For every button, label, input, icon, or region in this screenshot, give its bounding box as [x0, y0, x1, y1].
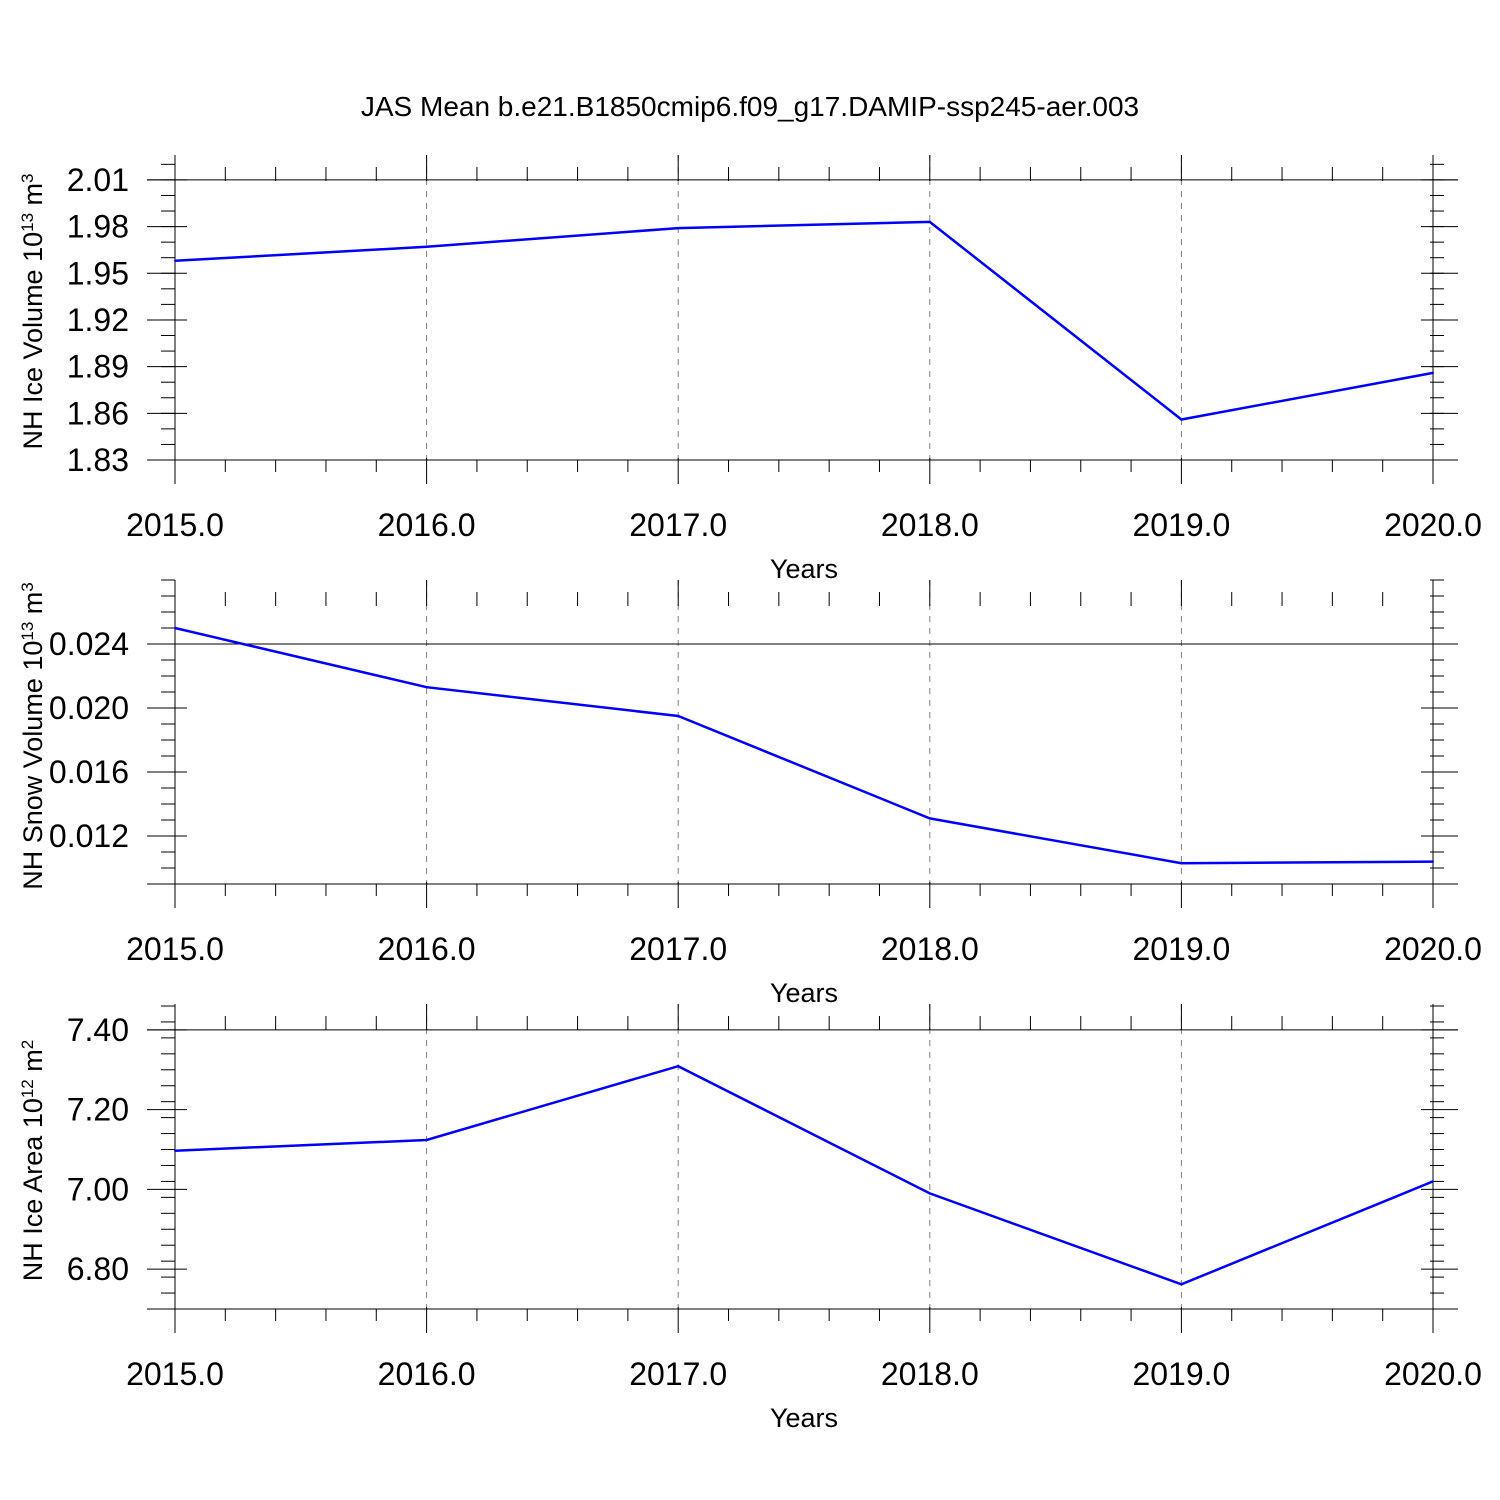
- data-point: [425, 686, 428, 689]
- y-axis-label-main: NH Ice Area 10: [18, 1098, 48, 1281]
- y-axis-label-unit-exponent: 2: [18, 1040, 37, 1049]
- y-axis-label-exponent: 13: [18, 213, 37, 232]
- y-axis-label-main: NH Ice Volume 10: [18, 232, 48, 450]
- x-tick-label: 2020.0: [1384, 1356, 1482, 1392]
- data-point: [174, 259, 176, 262]
- data-point: [677, 227, 680, 230]
- x-tick-label: 2017.0: [629, 507, 727, 543]
- data-point: [677, 715, 680, 717]
- y-axis-label: NH Ice Volume 1013 m3: [18, 174, 49, 450]
- x-tick-label: 2018.0: [881, 1356, 979, 1392]
- data-point: [1180, 418, 1183, 421]
- y-tick-label: 0.016: [49, 754, 129, 790]
- x-tick-label: 2016.0: [378, 507, 476, 543]
- y-axis-label-exponent: 13: [18, 622, 37, 641]
- data-point: [1432, 371, 1434, 374]
- y-tick-label: 0.012: [49, 818, 129, 854]
- x-tick-label: 2020.0: [1384, 931, 1482, 967]
- y-axis-label: NH Snow Volume 1013 m3: [18, 582, 49, 890]
- x-tick-label: 2017.0: [629, 931, 727, 967]
- x-tick-label: 2019.0: [1132, 931, 1230, 967]
- data-point: [1432, 1180, 1434, 1183]
- y-tick-label: 1.92: [67, 302, 129, 338]
- data-point: [928, 220, 931, 223]
- x-tick-label: 2015.0: [126, 931, 224, 967]
- data-point: [928, 817, 931, 820]
- y-tick-label: 0.020: [49, 690, 129, 726]
- x-tick-label: 2017.0: [629, 1356, 727, 1392]
- x-axis-label: Years: [770, 1403, 838, 1433]
- y-axis-label-unit: m: [18, 1049, 48, 1079]
- y-tick-label: 1.95: [67, 255, 129, 291]
- x-axis-label: Years: [770, 978, 838, 1008]
- y-tick-label: 7.20: [67, 1092, 129, 1128]
- y-axis-label-unit: m: [18, 183, 48, 213]
- y-tick-label: 7.40: [67, 1012, 129, 1048]
- x-axis-label: Years: [770, 554, 838, 584]
- data-point: [425, 1138, 428, 1141]
- panel-1: 1.83 1.86 1.89 1.92 1.95 1.98 2.01 2015.0 2016.0…: [18, 155, 1482, 584]
- series-line: [174, 220, 1434, 421]
- data-point: [677, 1065, 680, 1068]
- x-tick-label: 2015.0: [126, 1356, 224, 1392]
- figure-title: JAS Mean b.e21.B1850cmip6.f09_g17.DAMIP-…: [361, 91, 1139, 122]
- data-point: [1180, 1283, 1183, 1286]
- y-tick-label: 6.80: [67, 1251, 129, 1287]
- x-tick-label: 2018.0: [881, 507, 979, 543]
- x-tick-label: 2016.0: [378, 931, 476, 967]
- panels: 1.83 1.86 1.89 1.92 1.95 1.98 2.01 2015.0 2016.0…: [18, 155, 1482, 1433]
- series-line: [174, 1064, 1434, 1286]
- x-tick-label: 2020.0: [1384, 507, 1482, 543]
- data-point: [1180, 862, 1183, 865]
- x-tick-label: 2019.0: [1132, 507, 1230, 543]
- x-tick-label: 2015.0: [126, 507, 224, 543]
- y-tick-label: 1.86: [67, 395, 129, 431]
- panel-3: 6.80 7.00 7.20 7.40 2015.0 2016.0 2017.0 2018.0…: [18, 1004, 1482, 1433]
- series-line: [174, 626, 1434, 865]
- y-tick-label: 2.01: [67, 162, 129, 198]
- y-axis-label-exponent: 12: [18, 1079, 37, 1098]
- y-tick-label: 0.024: [49, 626, 129, 662]
- y-axis-label-main: NH Snow Volume 10: [18, 641, 48, 890]
- panel-2: 0.012 0.016 0.020 0.024 2015.0 2016.0 2017.0 20…: [18, 579, 1482, 1008]
- y-tick-label: 1.89: [67, 349, 129, 385]
- data-point: [174, 627, 176, 629]
- y-axis-label-unit: m: [18, 592, 48, 622]
- y-tick-label: 1.83: [67, 442, 129, 478]
- data-point: [425, 245, 428, 248]
- data-point: [174, 1149, 176, 1152]
- y-axis-label: NH Ice Area 1012 m2: [18, 1040, 49, 1281]
- y-tick-label: 7.00: [67, 1171, 129, 1207]
- x-tick-label: 2016.0: [378, 1356, 476, 1392]
- x-tick-label: 2019.0: [1132, 1356, 1230, 1392]
- y-axis-label-unit-exponent: 3: [18, 582, 37, 591]
- y-tick-label: 1.98: [67, 209, 129, 245]
- data-point: [928, 1192, 931, 1195]
- x-tick-label: 2018.0: [881, 931, 979, 967]
- y-axis-label-unit-exponent: 3: [18, 174, 37, 183]
- data-point: [1432, 860, 1434, 863]
